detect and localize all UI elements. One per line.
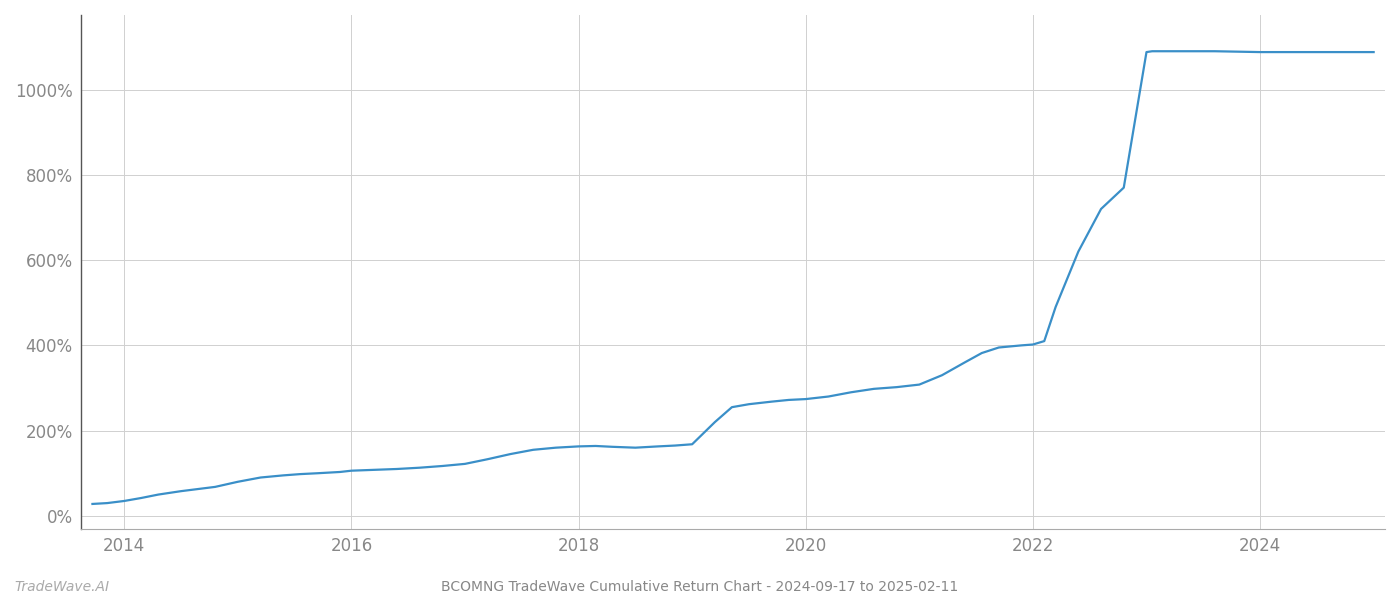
Text: TradeWave.AI: TradeWave.AI <box>14 580 109 594</box>
Text: BCOMNG TradeWave Cumulative Return Chart - 2024-09-17 to 2025-02-11: BCOMNG TradeWave Cumulative Return Chart… <box>441 580 959 594</box>
